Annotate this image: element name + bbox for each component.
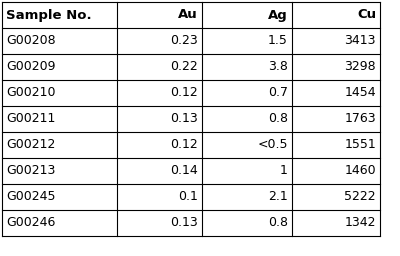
Text: G00212: G00212 <box>6 138 55 152</box>
Text: 2.1: 2.1 <box>268 190 288 204</box>
Text: 0.14: 0.14 <box>170 165 198 177</box>
Text: G00210: G00210 <box>6 87 56 100</box>
Text: 0.23: 0.23 <box>170 35 198 48</box>
Text: 3.8: 3.8 <box>268 60 288 73</box>
Text: G00245: G00245 <box>6 190 56 204</box>
Text: 0.1: 0.1 <box>178 190 198 204</box>
Text: 5222: 5222 <box>344 190 376 204</box>
Text: 1763: 1763 <box>344 112 376 125</box>
Text: 0.7: 0.7 <box>268 87 288 100</box>
Text: 1454: 1454 <box>344 87 376 100</box>
Text: Ag: Ag <box>268 8 288 22</box>
Text: 1: 1 <box>280 165 288 177</box>
Text: 3413: 3413 <box>344 35 376 48</box>
Text: G00209: G00209 <box>6 60 56 73</box>
Text: 0.12: 0.12 <box>170 138 198 152</box>
Text: 0.13: 0.13 <box>170 217 198 229</box>
Text: Cu: Cu <box>357 8 376 22</box>
Text: G00246: G00246 <box>6 217 55 229</box>
Text: 0.22: 0.22 <box>170 60 198 73</box>
Text: 0.8: 0.8 <box>268 217 288 229</box>
Text: Sample No.: Sample No. <box>6 8 92 22</box>
Text: G00211: G00211 <box>6 112 55 125</box>
Text: 0.13: 0.13 <box>170 112 198 125</box>
Text: Au: Au <box>178 8 198 22</box>
Text: 3298: 3298 <box>344 60 376 73</box>
Text: 0.12: 0.12 <box>170 87 198 100</box>
Text: 1551: 1551 <box>344 138 376 152</box>
Text: G00208: G00208 <box>6 35 56 48</box>
Text: 1460: 1460 <box>344 165 376 177</box>
Text: 0.8: 0.8 <box>268 112 288 125</box>
Text: 1342: 1342 <box>344 217 376 229</box>
Text: <0.5: <0.5 <box>258 138 288 152</box>
Text: G00213: G00213 <box>6 165 55 177</box>
Text: 1.5: 1.5 <box>268 35 288 48</box>
